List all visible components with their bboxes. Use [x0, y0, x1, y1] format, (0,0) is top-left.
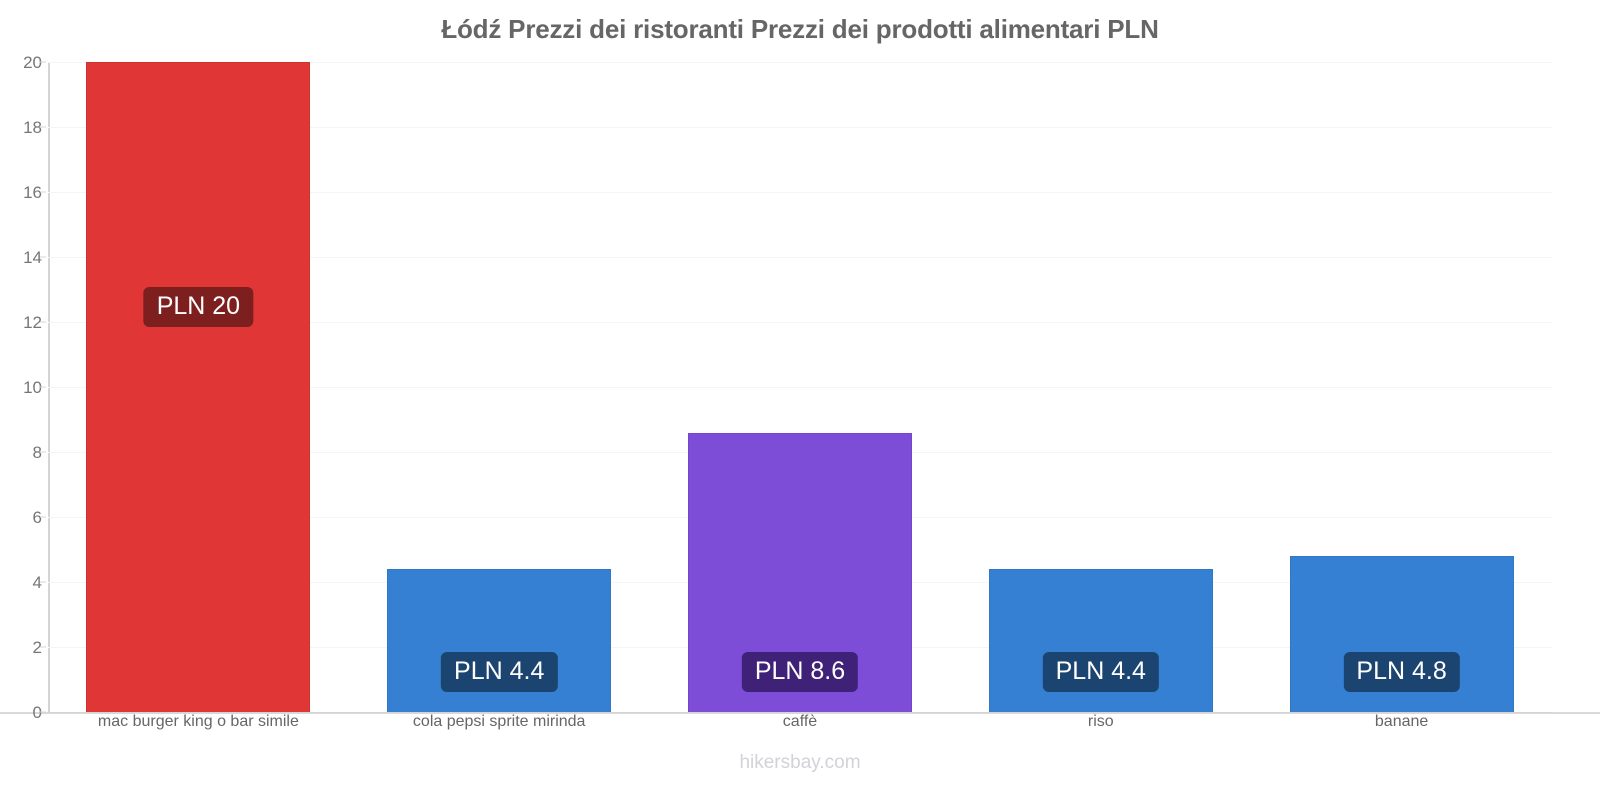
- y-axis-tick-mark: [40, 321, 46, 323]
- y-axis-tick-label: 6: [32, 508, 42, 527]
- bar[interactable]: [86, 62, 311, 712]
- y-axis-tick-mark: [40, 126, 46, 128]
- y-axis-tick-mark: [40, 386, 46, 388]
- y-axis-tick-mark: [40, 516, 46, 518]
- chart-title: Łódź Prezzi dei ristoranti Prezzi dei pr…: [441, 14, 1159, 44]
- x-axis-category-label: banane: [1374, 713, 1429, 730]
- y-axis-tick-label: 14: [23, 248, 42, 267]
- y-axis-tick-mark: [40, 256, 46, 258]
- y-axis-tick-mark: [40, 61, 46, 63]
- y-axis-tick-label: 4: [32, 573, 42, 592]
- y-axis-line: [48, 62, 50, 714]
- plot-area: PLN 20 PLN 4.4 PLN 8.6 PLN 4.4 PLN 4.8: [48, 62, 1552, 713]
- y-axis-tick-mark: [40, 646, 46, 648]
- y-axis-tick-label: 16: [23, 183, 42, 202]
- y-axis-tick-label: 2: [32, 638, 42, 657]
- watermark: hikersbay.com: [739, 752, 861, 773]
- y-axis-tick-mark: [40, 451, 46, 453]
- y-axis-tick-label: 20: [23, 53, 42, 72]
- bar-value-label: PLN 4.4: [1042, 652, 1159, 692]
- y-axis-tick-mark: [40, 711, 46, 713]
- y-axis-tick-label: 8: [32, 443, 42, 462]
- bar-value-label: PLN 4.4: [441, 652, 558, 692]
- y-axis-tick-label: 18: [23, 118, 42, 137]
- bar-value-label: PLN 8.6: [741, 652, 859, 692]
- gridline: [48, 387, 1552, 388]
- gridline: [48, 127, 1552, 128]
- x-axis-category-label: riso: [1087, 713, 1114, 730]
- gridline: [48, 712, 1552, 713]
- y-axis-tick-label: 10: [23, 378, 42, 397]
- gridline: [48, 62, 1552, 63]
- y-axis-tick-label: 0: [32, 703, 42, 722]
- x-axis-category-label: cola pepsi sprite mirinda: [412, 713, 586, 730]
- x-axis-category-label: caffè: [782, 713, 818, 730]
- x-axis-line: [0, 712, 1600, 714]
- x-axis-category-label: mac burger king o bar simile: [97, 713, 299, 730]
- gridline: [48, 192, 1552, 193]
- y-axis-tick-label: 12: [23, 313, 42, 332]
- bar-value-label: PLN 20: [143, 287, 254, 327]
- gridline: [48, 322, 1552, 323]
- bar-value-label: PLN 4.8: [1343, 652, 1460, 692]
- y-axis-tick-mark: [40, 191, 46, 193]
- y-axis-tick-mark: [40, 581, 46, 583]
- gridline: [48, 257, 1552, 258]
